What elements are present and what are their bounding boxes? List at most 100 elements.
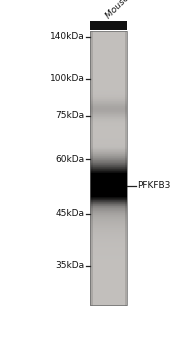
Bar bbox=[90, 218, 127, 219]
Bar bbox=[125, 72, 127, 73]
Bar bbox=[90, 301, 93, 302]
Bar bbox=[90, 233, 127, 234]
Bar bbox=[90, 164, 127, 166]
Bar bbox=[90, 300, 127, 301]
Bar bbox=[90, 146, 127, 147]
Bar bbox=[90, 169, 93, 170]
Bar bbox=[90, 94, 93, 96]
Bar bbox=[125, 133, 127, 134]
Bar bbox=[90, 264, 93, 265]
Bar bbox=[90, 115, 127, 116]
Bar bbox=[90, 195, 93, 196]
Bar bbox=[90, 145, 127, 146]
Bar bbox=[125, 165, 127, 166]
Bar bbox=[90, 136, 93, 137]
Bar bbox=[90, 75, 127, 76]
Bar bbox=[90, 52, 93, 53]
Bar bbox=[90, 55, 93, 56]
Bar bbox=[125, 51, 127, 52]
Bar bbox=[90, 277, 127, 278]
Bar bbox=[90, 224, 127, 225]
Bar bbox=[90, 216, 127, 217]
Bar bbox=[90, 154, 93, 155]
Bar bbox=[90, 236, 93, 237]
Bar bbox=[90, 205, 127, 206]
Bar bbox=[90, 292, 127, 293]
Bar bbox=[90, 105, 127, 106]
Bar bbox=[125, 59, 127, 60]
Bar bbox=[90, 264, 127, 265]
Bar bbox=[90, 294, 127, 295]
Bar bbox=[90, 250, 127, 251]
Bar bbox=[125, 71, 127, 72]
Bar bbox=[90, 94, 127, 95]
Bar bbox=[90, 165, 93, 166]
Bar bbox=[90, 200, 127, 201]
Bar bbox=[90, 81, 93, 82]
Bar bbox=[90, 276, 93, 278]
Bar bbox=[90, 92, 93, 93]
Bar bbox=[90, 247, 127, 248]
Bar bbox=[90, 153, 93, 154]
Bar bbox=[90, 103, 127, 104]
Bar bbox=[125, 44, 127, 46]
Bar bbox=[90, 217, 93, 218]
Bar bbox=[90, 228, 93, 229]
Bar bbox=[90, 248, 127, 249]
Bar bbox=[125, 85, 127, 86]
Bar bbox=[90, 87, 127, 88]
Bar bbox=[90, 73, 93, 74]
Bar bbox=[125, 295, 127, 296]
Bar bbox=[90, 252, 93, 253]
Bar bbox=[125, 179, 127, 180]
Bar bbox=[90, 56, 127, 57]
Bar bbox=[125, 292, 127, 293]
Bar bbox=[90, 285, 93, 286]
Bar bbox=[90, 230, 93, 231]
Bar bbox=[90, 63, 127, 64]
Bar bbox=[125, 99, 127, 100]
Bar bbox=[90, 226, 93, 228]
Bar bbox=[90, 66, 127, 67]
Bar bbox=[125, 191, 127, 192]
Bar bbox=[90, 238, 93, 239]
Bar bbox=[125, 217, 127, 218]
Bar bbox=[90, 272, 93, 273]
Bar bbox=[90, 38, 93, 39]
Bar bbox=[125, 296, 127, 297]
Bar bbox=[125, 131, 127, 132]
Bar bbox=[90, 220, 127, 221]
Bar bbox=[90, 204, 127, 205]
Bar bbox=[90, 86, 127, 88]
Bar bbox=[90, 244, 93, 245]
Bar bbox=[125, 118, 127, 119]
Bar bbox=[125, 79, 127, 80]
Bar bbox=[125, 268, 127, 269]
Bar bbox=[125, 279, 127, 280]
Bar bbox=[125, 222, 127, 223]
Bar bbox=[90, 151, 127, 152]
Bar bbox=[90, 125, 127, 126]
Bar bbox=[90, 275, 127, 276]
Bar bbox=[90, 259, 93, 260]
Bar bbox=[90, 296, 93, 297]
Bar bbox=[125, 188, 127, 189]
Bar bbox=[125, 270, 127, 271]
Bar bbox=[90, 196, 93, 197]
Bar bbox=[90, 66, 127, 68]
Bar bbox=[90, 174, 93, 175]
Bar bbox=[125, 103, 127, 104]
Bar bbox=[125, 189, 127, 190]
Bar bbox=[125, 124, 127, 125]
Bar bbox=[125, 298, 127, 299]
Bar bbox=[90, 52, 127, 53]
Bar bbox=[90, 136, 93, 138]
Bar bbox=[90, 66, 93, 67]
Bar bbox=[90, 118, 93, 119]
Bar bbox=[125, 184, 127, 185]
Bar bbox=[125, 280, 127, 281]
Bar bbox=[90, 70, 93, 71]
Bar bbox=[90, 125, 127, 126]
Bar bbox=[125, 149, 127, 150]
Bar bbox=[90, 289, 127, 290]
